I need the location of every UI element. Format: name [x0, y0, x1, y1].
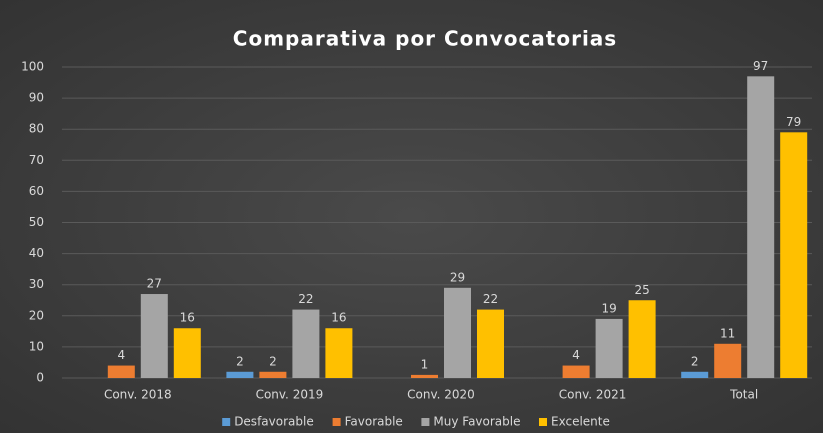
- data-label: 19: [601, 301, 616, 315]
- data-label: 16: [180, 311, 195, 325]
- bar: [595, 318, 623, 378]
- bar: [226, 371, 254, 378]
- data-label: 1: [421, 357, 429, 371]
- bar: [292, 309, 320, 378]
- y-tick-label: 100: [21, 60, 44, 74]
- bar: [259, 371, 287, 378]
- y-tick-label: 50: [29, 215, 44, 229]
- data-label: 29: [450, 270, 465, 284]
- x-tick-label: Conv. 2020: [407, 388, 475, 402]
- y-tick-label: 60: [29, 184, 44, 198]
- y-tick-label: 70: [29, 153, 44, 167]
- legend-swatch: [539, 418, 547, 426]
- x-tick-label: Conv. 2019: [256, 388, 324, 402]
- y-tick-label: 10: [29, 339, 44, 353]
- legend-label: Favorable: [345, 415, 403, 429]
- data-label: 16: [331, 311, 346, 325]
- x-tick-label: Conv. 2018: [104, 388, 172, 402]
- bar: [140, 294, 168, 378]
- y-tick-label: 20: [29, 308, 44, 322]
- x-tick-label: Total: [729, 388, 758, 402]
- data-label: 4: [572, 348, 580, 362]
- y-tick-label: 30: [29, 277, 44, 291]
- data-label: 27: [147, 277, 162, 291]
- data-label: 11: [720, 326, 735, 340]
- y-tick-label: 0: [36, 371, 44, 385]
- data-label: 97: [753, 59, 768, 73]
- bar: [325, 328, 353, 378]
- legend-label: Desfavorable: [234, 415, 314, 429]
- data-label: 2: [691, 354, 699, 368]
- data-label: 25: [634, 283, 649, 297]
- bar: [780, 132, 808, 378]
- bar: [411, 374, 438, 378]
- legend-swatch: [332, 418, 341, 426]
- legend-label: Excelente: [551, 415, 610, 429]
- bar: [747, 76, 775, 378]
- bar: [714, 343, 742, 378]
- y-tick-label: 40: [29, 246, 44, 260]
- bar: [562, 365, 590, 378]
- legend-swatch: [421, 418, 430, 426]
- chart-title: Comparativa por Convocatorias: [233, 27, 617, 51]
- data-label: 4: [117, 348, 125, 362]
- bar: [444, 287, 471, 378]
- y-tick-label: 90: [29, 91, 44, 105]
- data-label: 2: [269, 354, 277, 368]
- bar: [628, 300, 656, 378]
- data-label: 79: [786, 115, 801, 129]
- bar: [107, 365, 135, 378]
- bar: [477, 309, 504, 378]
- legend-swatch: [222, 418, 231, 426]
- data-label: 22: [483, 292, 498, 306]
- legend-label: Muy Favorable: [433, 415, 520, 429]
- y-tick-label: 80: [29, 122, 44, 136]
- bar: [681, 371, 709, 378]
- x-tick-label: Conv. 2021: [559, 388, 627, 402]
- bar: [173, 328, 201, 378]
- data-label: 2: [236, 354, 244, 368]
- data-label: 22: [298, 292, 313, 306]
